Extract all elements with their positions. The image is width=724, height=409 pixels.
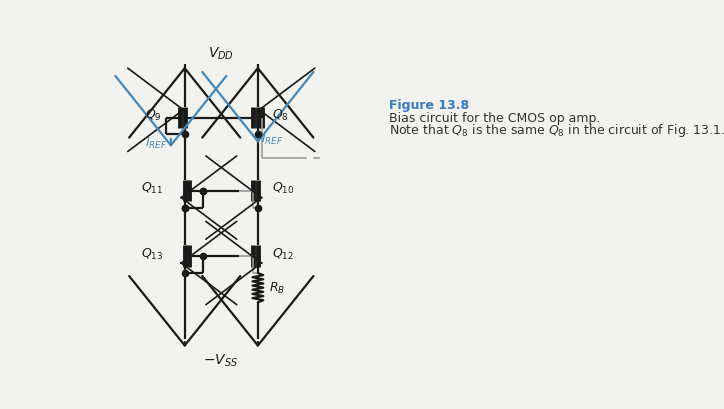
Text: $I_{REF}$: $I_{REF}$ [146,135,168,151]
Text: $R_B$: $R_B$ [269,281,285,295]
Text: $Q_{10}$: $Q_{10}$ [272,181,294,196]
Text: $Q_8$: $Q_8$ [272,108,289,123]
Text: $-V_{SS}$: $-V_{SS}$ [203,352,238,368]
Text: $Q_{11}$: $Q_{11}$ [141,181,163,196]
Text: $Q_{13}$: $Q_{13}$ [141,246,163,261]
Text: Figure 13.8: Figure 13.8 [389,99,469,112]
Text: $Q_9$: $Q_9$ [145,108,161,123]
Text: Bias circuit for the CMOS op amp.: Bias circuit for the CMOS op amp. [389,111,600,124]
Text: Note that $Q_8$ is the same $Q_8$ in the circuit of Fig. 13.1.: Note that $Q_8$ is the same $Q_8$ in the… [389,122,724,139]
Text: $Q_{12}$: $Q_{12}$ [272,246,294,261]
Text: $V_{DD}$: $V_{DD}$ [208,45,234,61]
Text: $I_{REF}$: $I_{REF}$ [261,131,283,146]
